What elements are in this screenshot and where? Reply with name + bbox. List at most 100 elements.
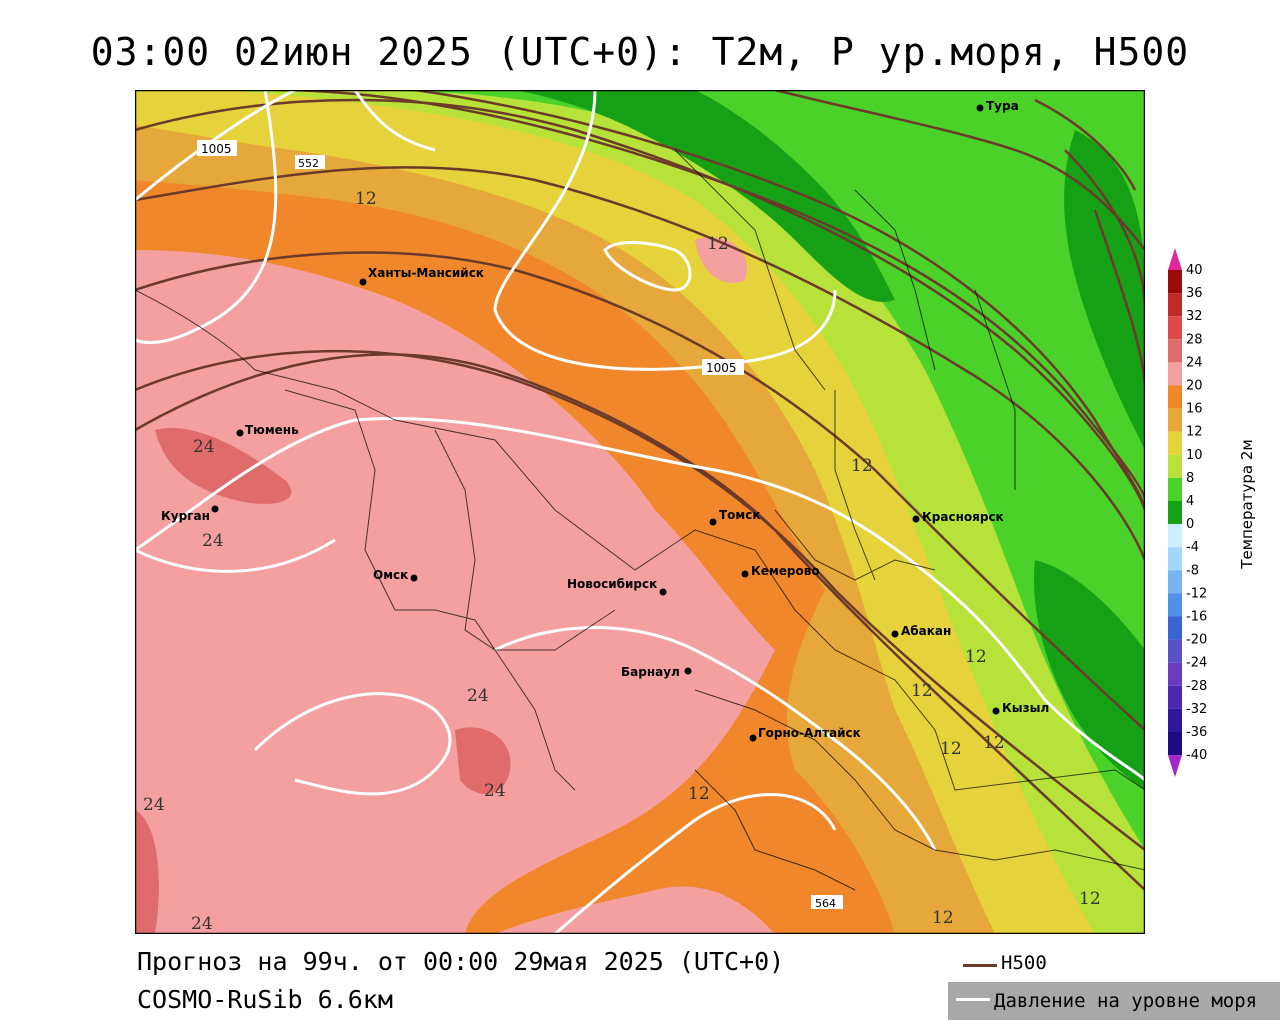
colorbar-tick-label: 28 — [1186, 332, 1203, 347]
city-tomsk: Томск — [709, 508, 761, 526]
svg-text:Красноярск: Красноярск — [922, 510, 1004, 524]
h500-label-box — [295, 155, 325, 169]
colorbar-swatch — [1168, 293, 1182, 317]
pressure-line — [554, 793, 837, 934]
h500-label: 564 — [815, 897, 836, 910]
border-line — [674, 149, 826, 391]
colorbar-tick-label: 8 — [1186, 471, 1194, 486]
pressure-label-box — [197, 140, 237, 156]
pressure-line — [603, 241, 692, 292]
pressure-line — [135, 90, 296, 202]
colorbar-swatch — [1168, 408, 1182, 432]
colorbar-swatch — [1168, 662, 1182, 686]
temp-zone-24-28 — [155, 428, 292, 504]
colorbar-swatch — [1168, 708, 1182, 732]
svg-text:Курган: Курган — [161, 509, 210, 523]
city-omsk: Омск — [373, 568, 418, 582]
svg-text:Кызыл: Кызыл — [1002, 701, 1049, 715]
pressure-line — [493, 90, 837, 371]
colorbar-tick-label: 40 — [1186, 263, 1203, 278]
border-line — [694, 689, 1145, 871]
h500-label: 552 — [298, 157, 319, 170]
colorbar-swatch — [1168, 339, 1182, 363]
temp-label: 12 — [355, 189, 377, 209]
border-line — [854, 189, 936, 371]
colorbar-title: Температура 2м — [1238, 439, 1256, 569]
colorbar-tick-label: 0 — [1186, 517, 1194, 532]
city-tyumen: Тюмень — [236, 423, 299, 437]
colorbar-tick-label: -36 — [1186, 725, 1207, 740]
svg-text:Барнаул: Барнаул — [621, 665, 680, 679]
colorbar-tick-label: 12 — [1186, 425, 1203, 440]
colorbar-swatch — [1168, 454, 1182, 478]
colorbar-swatch — [1168, 593, 1182, 617]
temp-label: 24 — [484, 781, 506, 801]
svg-text:Тура: Тура — [986, 99, 1019, 113]
colorbar-swatch — [1168, 616, 1182, 640]
pressure-line — [494, 626, 937, 851]
colorbar-tick-label: 24 — [1186, 355, 1203, 370]
pressure-contours — [135, 90, 1145, 934]
city-gorno-altaysk: Горно-Алтайск — [749, 726, 861, 742]
border-line — [135, 289, 1145, 791]
temp-zone-0-4 — [1034, 560, 1145, 790]
colorbar-tick-label: -16 — [1186, 610, 1207, 625]
colorbar-swatch — [1168, 501, 1182, 525]
colorbar-tick-label: 20 — [1186, 379, 1203, 394]
city-barnaul: Барнаул — [621, 665, 692, 679]
temp-label: 12 — [940, 739, 962, 759]
h500-line — [414, 90, 1145, 511]
colorbar-tick-label: -40 — [1186, 748, 1207, 763]
pressure-label: 1005 — [706, 361, 737, 375]
h500-line — [274, 90, 1145, 501]
colorbar-swatch — [1168, 362, 1182, 386]
colorbar-swatch — [1168, 385, 1182, 409]
temp-label: 24 — [193, 437, 215, 457]
temp-label: 24 — [143, 795, 165, 815]
city-kyzyl: Кызыл — [992, 701, 1049, 715]
colorbar-swatch — [1168, 732, 1182, 756]
map-title: 03:00 02июн 2025 (UTC+0): T2м, P ур.моря… — [90, 30, 1190, 74]
pressure-line — [135, 538, 336, 573]
colorbar-bottom-arrow — [1168, 755, 1182, 778]
h500-line — [135, 349, 1145, 851]
city-abakan: Абакан — [891, 624, 951, 638]
h500-line — [135, 251, 1145, 731]
colorbar-swatch — [1168, 316, 1182, 340]
h500-line — [1093, 209, 1145, 391]
colorbar-tick-label: 4 — [1186, 494, 1194, 509]
temp-label: 12 — [688, 784, 710, 804]
legend-pressure: Давление на уровне моря — [948, 982, 1280, 1020]
svg-text:Томск: Томск — [719, 508, 761, 522]
temp-label: 24 — [202, 531, 224, 551]
pressure-line — [353, 90, 436, 152]
colorbar-swatch — [1168, 685, 1182, 709]
legend-h500-label: H500 — [1001, 952, 1047, 974]
weather-map: Тура Ханты-Мансийск Тюмень Курган Омск Т… — [134, 89, 1146, 935]
legend-pressure-swatch — [956, 998, 990, 1001]
colorbar-tick-label: 36 — [1186, 286, 1203, 301]
colorbar-tick-label: -12 — [1186, 586, 1207, 601]
pressure-label-box — [702, 359, 744, 375]
colorbar-swatch — [1168, 639, 1182, 663]
temp-label: 12 — [965, 647, 987, 667]
temperature-colorbar: 40 36 32 28 24 20 16 12 10 8 4 0 -4 -8 -12 -16 -20 -24 -28… — [1160, 245, 1280, 785]
h500-line — [1034, 98, 1137, 191]
svg-text:Новосибирск: Новосибирск — [567, 577, 657, 591]
city-khanty-mansiysk: Ханты-Мансийск — [359, 266, 484, 286]
legend-pressure-label: Давление на уровне моря — [994, 990, 1258, 1012]
temp-zone-24-28 — [135, 810, 159, 934]
colorbar-swatch — [1168, 547, 1182, 571]
temp-label: 12 — [983, 733, 1005, 753]
h500-label-box — [811, 895, 843, 909]
temp-label: 12 — [911, 681, 933, 701]
svg-text:Абакан: Абакан — [901, 624, 951, 638]
pressure-line — [253, 692, 452, 796]
svg-text:Кемерово: Кемерово — [751, 564, 820, 578]
temp-label: 12 — [1079, 889, 1101, 909]
colorbar-tick-label: 10 — [1186, 448, 1203, 463]
colorbar-swatch — [1168, 570, 1182, 594]
city-tura: Тура — [976, 99, 1019, 113]
colorbar-tick-label: -32 — [1186, 702, 1207, 717]
city-novosibirsk: Новосибирск — [567, 577, 667, 596]
